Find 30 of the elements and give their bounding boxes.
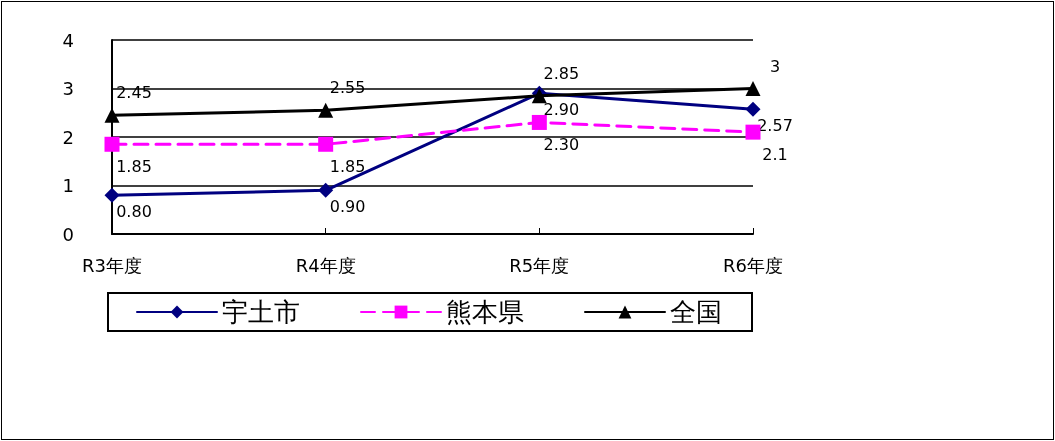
data-label: 2.85 [543, 63, 580, 83]
data-label: 1.85 [116, 157, 152, 177]
y-tick-label: 3 [62, 78, 74, 99]
data-label: 2.30 [543, 135, 580, 155]
data-label: 2.1 [762, 145, 788, 165]
point [531, 114, 547, 130]
y-tick-label: 1 [62, 175, 74, 196]
data-label: 0.90 [329, 197, 366, 217]
data-label: 2.90 [543, 100, 580, 120]
point [745, 101, 761, 117]
point [104, 187, 120, 203]
y-tick-label: 2 [62, 126, 74, 148]
data-label: 3 [769, 56, 781, 76]
y-tick-label: 0 [62, 223, 74, 245]
legend-label: 宇土市 [222, 297, 300, 327]
data-label: 2.57 [757, 116, 793, 136]
y-tick-label: 4 [62, 29, 74, 51]
point [745, 81, 761, 96]
data-label: 1.85 [329, 157, 366, 177]
point [318, 102, 334, 118]
legend-label: 熊本県 [446, 297, 524, 327]
data-label: 0.80 [116, 202, 152, 222]
point [318, 136, 334, 152]
x-tick-label: R4年度 [295, 254, 356, 276]
x-tick-label: R6年度 [723, 254, 783, 276]
point [318, 182, 334, 198]
point [104, 136, 120, 152]
legend-label: 全国 [670, 297, 722, 327]
x-tick-label: R3年度 [82, 254, 142, 276]
x-tick-label: R5年度 [509, 254, 570, 276]
